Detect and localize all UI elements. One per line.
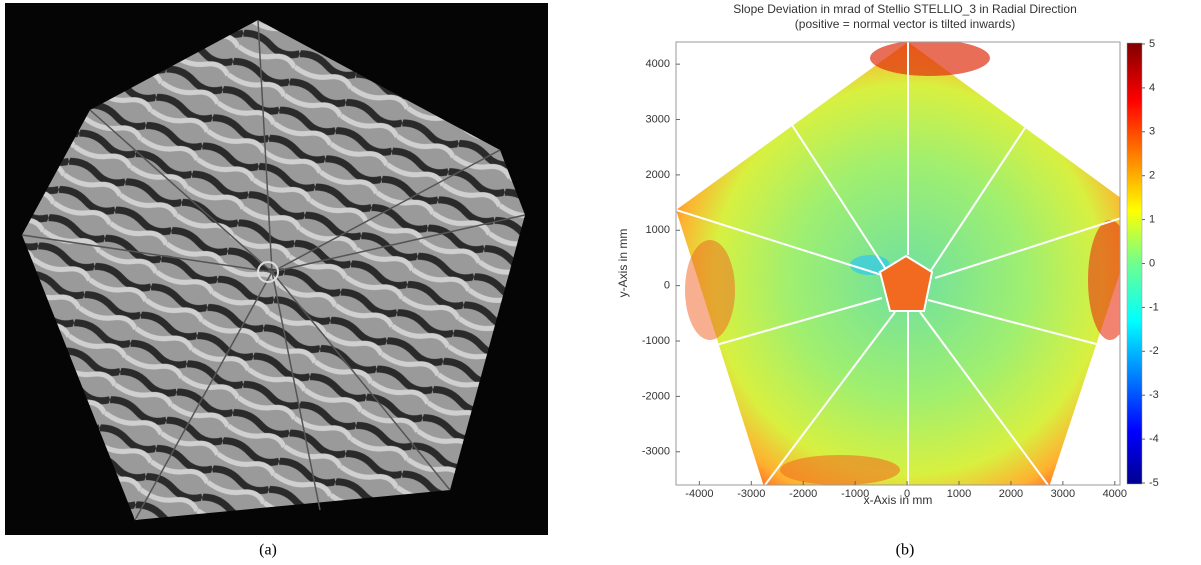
colorbar-tick-label: 3 — [1149, 126, 1155, 138]
x-tick-label: 1000 — [947, 488, 971, 500]
x-tick-label: -2000 — [789, 488, 817, 500]
colorbar-tick-label: -3 — [1149, 389, 1159, 401]
y-tick-label: -3000 — [642, 446, 670, 458]
y-tick-label: -2000 — [642, 390, 670, 402]
x-tick-label: -3000 — [737, 488, 765, 500]
heat-map — [676, 40, 1140, 490]
colorbar-tick-label: 5 — [1149, 38, 1155, 50]
y-tick-label: 1000 — [646, 224, 670, 236]
caption: (a) — [259, 542, 277, 559]
x-tick-label: 3000 — [1051, 488, 1075, 500]
colorbar-tick-label: 1 — [1149, 214, 1155, 226]
y-tick-label: 2000 — [646, 169, 670, 181]
colorbar-tick-label: 4 — [1149, 82, 1155, 94]
x-axis-label: x-Axis in mm — [864, 493, 933, 507]
y-tick-label: 0 — [664, 280, 670, 292]
x-tick-label: -4000 — [685, 488, 713, 500]
colorbar — [1127, 43, 1142, 484]
colorbar-tick-label: -5 — [1149, 477, 1159, 489]
chart-subtitle: (positive = normal vector is tilted inwa… — [795, 17, 1015, 31]
y-tick-label: 4000 — [646, 58, 670, 70]
x-tick-label: -1000 — [841, 488, 869, 500]
x-tick-label: 4000 — [1103, 488, 1127, 500]
y-axis-label: y-Axis in mm — [616, 229, 630, 298]
x-tick-label: 2000 — [999, 488, 1023, 500]
figure: (a) Slope Deviation in mrad of Stellio S… — [0, 0, 1201, 565]
colorbar-tick-label: -2 — [1149, 345, 1159, 357]
chart-title: Slope Deviation in mrad of Stellio STELL… — [733, 2, 1077, 16]
x-tick-label: 0 — [904, 488, 910, 500]
y-tick-label: 3000 — [646, 113, 670, 125]
caption: (b) — [896, 542, 915, 559]
y-tick-label: -1000 — [642, 335, 670, 347]
colorbar-tick-label: 0 — [1149, 257, 1155, 269]
colorbar-tick-label: -4 — [1149, 433, 1159, 445]
colorbar-tick-label: -1 — [1149, 301, 1159, 313]
colorbar-tick-label: 2 — [1149, 170, 1155, 182]
photo-panel — [5, 3, 548, 535]
